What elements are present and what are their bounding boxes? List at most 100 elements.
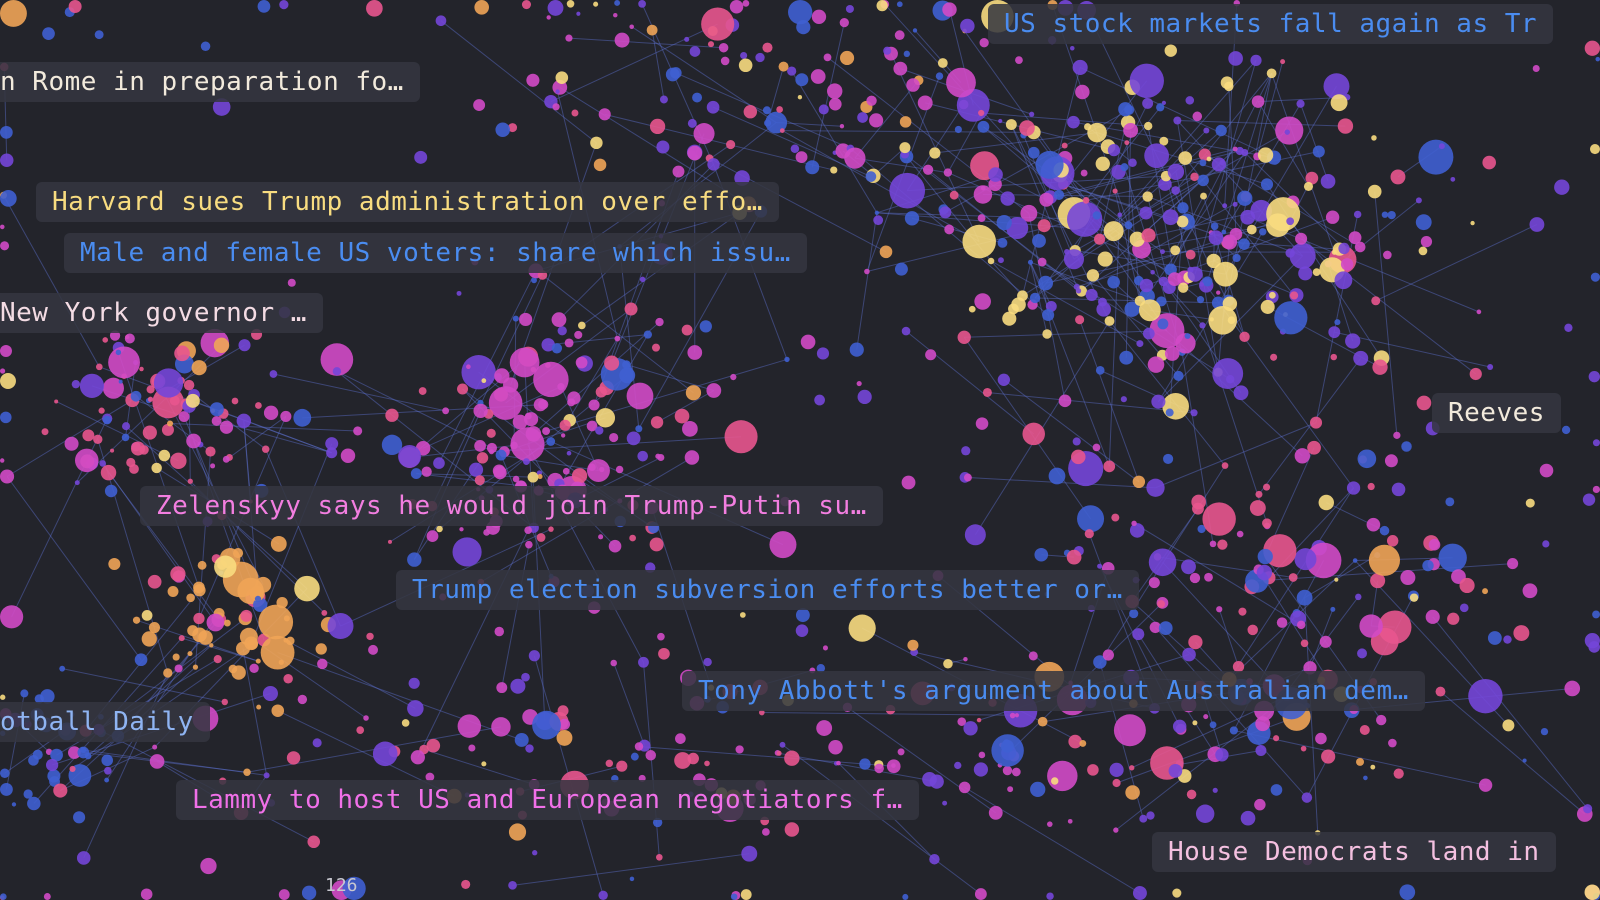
graph-node[interactable] <box>687 752 699 765</box>
graph-node[interactable] <box>77 746 90 759</box>
graph-node[interactable] <box>366 632 374 641</box>
graph-node[interactable] <box>1284 129 1290 135</box>
graph-node[interactable] <box>1087 122 1107 143</box>
graph-node[interactable] <box>1592 610 1600 619</box>
graph-node[interactable] <box>1170 245 1181 256</box>
graph-node[interactable] <box>104 484 118 498</box>
graph-node[interactable] <box>649 537 664 552</box>
graph-node[interactable] <box>899 142 911 154</box>
graph-node[interactable] <box>975 417 989 430</box>
graph-node[interactable] <box>946 67 976 98</box>
graph-node[interactable] <box>1386 535 1399 547</box>
graph-node[interactable] <box>94 30 104 40</box>
graph-node[interactable] <box>372 741 398 767</box>
graph-node[interactable] <box>1241 149 1249 157</box>
graph-node[interactable] <box>836 760 841 766</box>
graph-node[interactable] <box>332 367 342 376</box>
graph-node[interactable] <box>764 119 772 127</box>
graph-node[interactable] <box>1200 192 1207 200</box>
graph-node[interactable] <box>271 704 285 717</box>
graph-node[interactable] <box>973 185 993 204</box>
graph-node[interactable] <box>1487 631 1502 645</box>
graph-node[interactable] <box>461 355 496 390</box>
node-label-house-democrats[interactable]: House Democrats land in <box>1152 832 1556 872</box>
graph-node[interactable] <box>174 345 190 362</box>
graph-node[interactable] <box>1002 765 1013 776</box>
graph-node[interactable] <box>738 58 753 73</box>
graph-node[interactable] <box>104 777 110 783</box>
graph-node[interactable] <box>191 360 207 376</box>
graph-node[interactable] <box>1129 523 1145 538</box>
graph-node[interactable] <box>1354 241 1366 253</box>
graph-node[interactable] <box>1331 249 1337 255</box>
graph-node[interactable] <box>816 720 833 737</box>
graph-node[interactable] <box>567 391 581 405</box>
graph-node[interactable] <box>1029 111 1035 117</box>
graph-node[interactable] <box>1042 329 1052 339</box>
graph-node[interactable] <box>849 342 864 357</box>
graph-node[interactable] <box>566 450 572 456</box>
graph-node[interactable] <box>1079 739 1087 747</box>
graph-node[interactable] <box>977 120 990 133</box>
graph-node[interactable] <box>816 347 830 360</box>
graph-node[interactable] <box>408 677 420 689</box>
graph-node[interactable] <box>293 408 312 427</box>
graph-node[interactable] <box>1094 233 1106 245</box>
graph-node[interactable] <box>206 613 225 632</box>
graph-node[interactable] <box>495 449 507 461</box>
graph-node[interactable] <box>957 717 967 726</box>
graph-node[interactable] <box>816 664 826 673</box>
graph-node[interactable] <box>869 113 884 128</box>
graph-node[interactable] <box>1037 219 1051 233</box>
graph-node[interactable] <box>645 750 656 761</box>
graph-node[interactable] <box>213 337 230 354</box>
graph-node[interactable] <box>1017 290 1028 302</box>
graph-node[interactable] <box>152 744 158 750</box>
graph-node[interactable] <box>1107 144 1121 157</box>
graph-node[interactable] <box>864 268 870 275</box>
graph-node[interactable] <box>577 321 586 330</box>
graph-node[interactable] <box>0 0 27 27</box>
graph-node[interactable] <box>902 893 909 900</box>
graph-node[interactable] <box>456 290 462 296</box>
graph-node[interactable] <box>787 66 797 76</box>
graph-node[interactable] <box>1138 299 1161 322</box>
graph-node[interactable] <box>555 71 569 85</box>
node-label-football-daily[interactable]: otball Daily <box>0 702 210 742</box>
graph-node[interactable] <box>542 427 551 436</box>
graph-node[interactable] <box>823 53 832 62</box>
graph-node[interactable] <box>1222 296 1238 311</box>
graph-node[interactable] <box>962 224 996 259</box>
graph-node[interactable] <box>795 624 809 637</box>
graph-node[interactable] <box>1294 548 1317 571</box>
graph-node[interactable] <box>1158 621 1173 636</box>
graph-node[interactable] <box>1238 607 1247 616</box>
graph-node[interactable] <box>929 854 940 865</box>
graph-node[interactable] <box>937 58 948 68</box>
graph-node[interactable] <box>132 616 141 624</box>
graph-node[interactable] <box>1034 547 1049 562</box>
graph-node[interactable] <box>1064 248 1070 255</box>
graph-node[interactable] <box>1301 792 1313 803</box>
graph-node[interactable] <box>703 657 712 667</box>
graph-node[interactable] <box>494 626 505 637</box>
graph-node[interactable] <box>555 89 560 94</box>
graph-node[interactable] <box>1438 143 1445 150</box>
graph-node[interactable] <box>917 95 933 111</box>
graph-node[interactable] <box>1525 498 1535 508</box>
graph-node[interactable] <box>1400 570 1416 586</box>
graph-node[interactable] <box>524 412 532 420</box>
graph-node[interactable] <box>1280 59 1286 65</box>
graph-node[interactable] <box>1303 181 1314 191</box>
graph-node[interactable] <box>0 224 5 230</box>
graph-node[interactable] <box>0 783 13 796</box>
graph-node[interactable] <box>1202 276 1213 287</box>
graph-node[interactable] <box>1157 318 1169 330</box>
graph-node[interactable] <box>1237 190 1253 206</box>
graph-node[interactable] <box>629 876 635 882</box>
graph-node[interactable] <box>457 383 469 395</box>
graph-node[interactable] <box>974 293 991 310</box>
graph-node[interactable] <box>79 373 105 398</box>
graph-node[interactable] <box>626 382 654 410</box>
graph-node[interactable] <box>973 762 988 777</box>
